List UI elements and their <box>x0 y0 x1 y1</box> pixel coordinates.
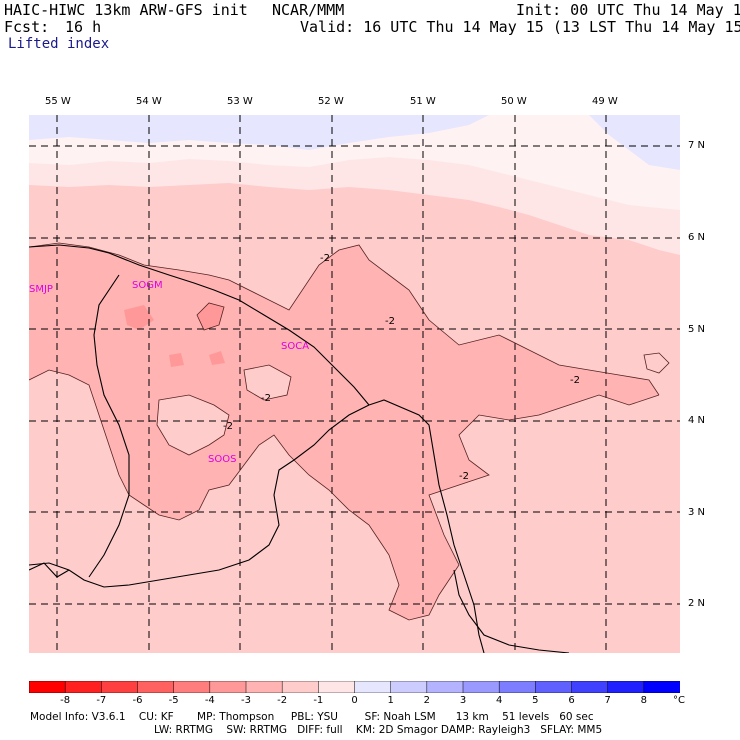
colorbar-tick-label: 3 <box>459 695 467 706</box>
contour-lines <box>29 242 670 621</box>
colorbar-swatch <box>101 681 139 693</box>
colorbar-tick-label: 4 <box>495 695 503 706</box>
colorbar-tick-label: -4 <box>204 695 215 706</box>
lifted-index-map: SMJP SOGM SOCA SOOS -2 -2 -2 -2 -2 -2 <box>29 115 680 653</box>
patch-minus-3-c <box>169 353 184 367</box>
lon-label-49w: 49 W <box>592 96 618 107</box>
colorbar-swatch <box>64 681 103 693</box>
colorbar-tick-label: 2 <box>423 695 431 706</box>
colorbar-tick-label: 8 <box>640 695 648 706</box>
field-minus-2-zone <box>29 243 659 620</box>
colorbar-swatch <box>318 681 356 693</box>
station-labels: SMJP SOGM SOCA SOOS <box>29 280 309 465</box>
lon-label-51w: 51 W <box>410 96 436 107</box>
colorbar-swatch <box>426 681 464 693</box>
lon-label-53w: 53 W <box>227 96 253 107</box>
colorbar-swatch <box>137 681 175 693</box>
lon-label-55w: 55 W <box>45 96 71 107</box>
colorbar-tick-label: -7 <box>96 695 107 706</box>
valid-time: Valid: 16 UTC Thu 14 May 15 (13 LST Thu … <box>300 18 740 36</box>
colorbar-swatch <box>29 681 66 693</box>
colorbar-swatch <box>209 681 247 693</box>
patch-minus-3-d <box>209 351 225 365</box>
coastline-borders <box>29 244 570 653</box>
field-name: Lifted index <box>8 36 110 52</box>
colorbar-swatch <box>281 681 320 693</box>
blue-patch-northeast <box>589 115 680 170</box>
fcst-value: 16 h <box>65 18 102 36</box>
station-label: SOOS <box>208 454 236 465</box>
colorbar-tick-label: -1 <box>313 695 324 706</box>
colorbar-swatch <box>643 681 680 693</box>
colorbar-unit: °C <box>673 695 685 706</box>
lat-label-7n: 7 N <box>688 140 706 151</box>
colorbar-swatch <box>354 681 392 693</box>
colorbar-swatch <box>462 681 500 693</box>
org-label: NCAR/MMM <box>272 1 345 19</box>
model-info-line2: LW: RRTMG SW: RRTMG DIFF: full KM: 2D Sm… <box>154 724 603 736</box>
contour-value-labels: -2 -2 -2 -2 -2 -2 <box>223 253 580 482</box>
lat-label-5n: 5 N <box>688 324 706 335</box>
patch-minus-3-a <box>197 303 224 330</box>
colorbar-tick-label: -6 <box>132 695 143 706</box>
colorbar-tick-label: -5 <box>168 695 179 706</box>
station-label: SOCA <box>281 341 309 352</box>
colorbar-swatch <box>245 681 283 693</box>
lon-label-54w: 54 W <box>136 96 162 107</box>
lat-label-2n: 2 N <box>688 598 706 609</box>
hole-near-soos <box>157 395 229 455</box>
station-label: SOGM <box>132 280 163 291</box>
contour-label: -2 <box>459 471 469 482</box>
colorbar-tick-label: -2 <box>277 695 288 706</box>
colorbar-swatch <box>607 681 645 693</box>
colorbar-tick-label: 1 <box>387 695 394 706</box>
colorbar-swatch <box>498 681 537 693</box>
contour-label: -2 <box>385 316 395 327</box>
lon-label-50w: 50 W <box>501 96 527 107</box>
patch-minus-3-b <box>124 305 154 330</box>
colorbar-tick-label: -3 <box>241 695 251 706</box>
contour-label: -2 <box>261 393 271 404</box>
lat-label-6n: 6 N <box>688 232 706 243</box>
colorbar-tick-label: 0 <box>351 695 358 706</box>
colorbar-swatch <box>173 681 211 693</box>
colorbar-swatch <box>535 681 573 693</box>
model-title: HAIC-HIWC 13km ARW-GFS init <box>4 1 248 19</box>
contour-label: -2 <box>223 421 233 432</box>
colorbar <box>29 681 680 693</box>
fcst-label: Fcst: <box>4 18 50 36</box>
lat-label-4n: 4 N <box>688 415 706 426</box>
colorbar-swatch <box>571 681 609 693</box>
contour-label: -2 <box>320 253 330 264</box>
contour-label: -2 <box>570 375 580 386</box>
colorbar-tick-label: 7 <box>604 695 611 706</box>
colorbar-swatch <box>390 681 428 693</box>
colorbar-tick-label: 5 <box>532 695 539 706</box>
lat-label-3n: 3 N <box>688 507 706 518</box>
graticule <box>29 115 680 653</box>
colorbar-tick-label: 6 <box>568 695 575 706</box>
lon-label-52w: 52 W <box>318 96 344 107</box>
colorbar-tick-label: -8 <box>60 695 71 706</box>
blue-patch-north <box>29 115 489 150</box>
init-time: Init: 00 UTC Thu 14 May 15 <box>516 1 740 19</box>
model-info-line1: Model Info: V3.6.1 CU: KF MP: Thompson P… <box>30 711 594 723</box>
hole-near-center <box>244 365 291 400</box>
station-label: SMJP <box>29 284 53 295</box>
